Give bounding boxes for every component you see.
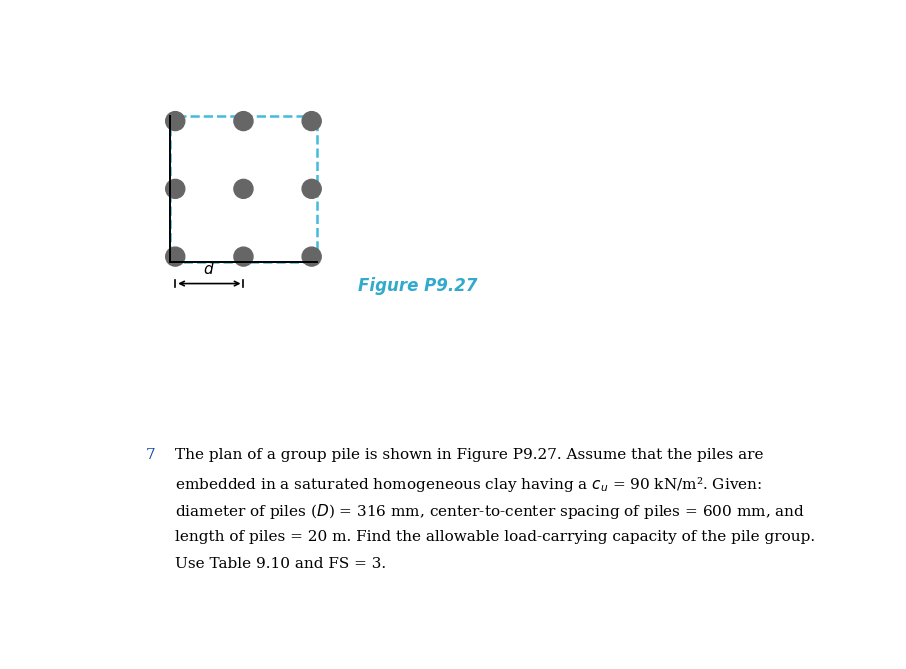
- Text: diameter of piles ($D$) = 316 mm, center-to-center spacing of piles = 600 mm, an: diameter of piles ($D$) = 316 mm, center…: [175, 502, 805, 521]
- Circle shape: [302, 112, 322, 130]
- Text: Use Table 9.10 and FS = 3.: Use Table 9.10 and FS = 3.: [175, 557, 386, 571]
- Circle shape: [302, 179, 322, 198]
- Circle shape: [166, 179, 185, 198]
- Circle shape: [234, 247, 253, 266]
- Text: $d$: $d$: [204, 262, 216, 278]
- Text: embedded in a saturated homogeneous clay having a $c_u$ = 90 kN/m². Given:: embedded in a saturated homogeneous clay…: [175, 475, 762, 494]
- Circle shape: [166, 247, 185, 266]
- Text: 7: 7: [146, 448, 156, 462]
- Circle shape: [166, 112, 185, 130]
- Circle shape: [302, 247, 322, 266]
- Text: The plan of a group pile is shown in Figure P9.27. Assume that the piles are: The plan of a group pile is shown in Fig…: [175, 448, 764, 462]
- Text: length of piles = 20 m. Find the allowable load-carrying capacity of the pile gr: length of piles = 20 m. Find the allowab…: [175, 530, 815, 544]
- Circle shape: [234, 112, 253, 130]
- Bar: [169, 116, 317, 262]
- Circle shape: [234, 179, 253, 198]
- Text: Figure P9.27: Figure P9.27: [358, 277, 477, 295]
